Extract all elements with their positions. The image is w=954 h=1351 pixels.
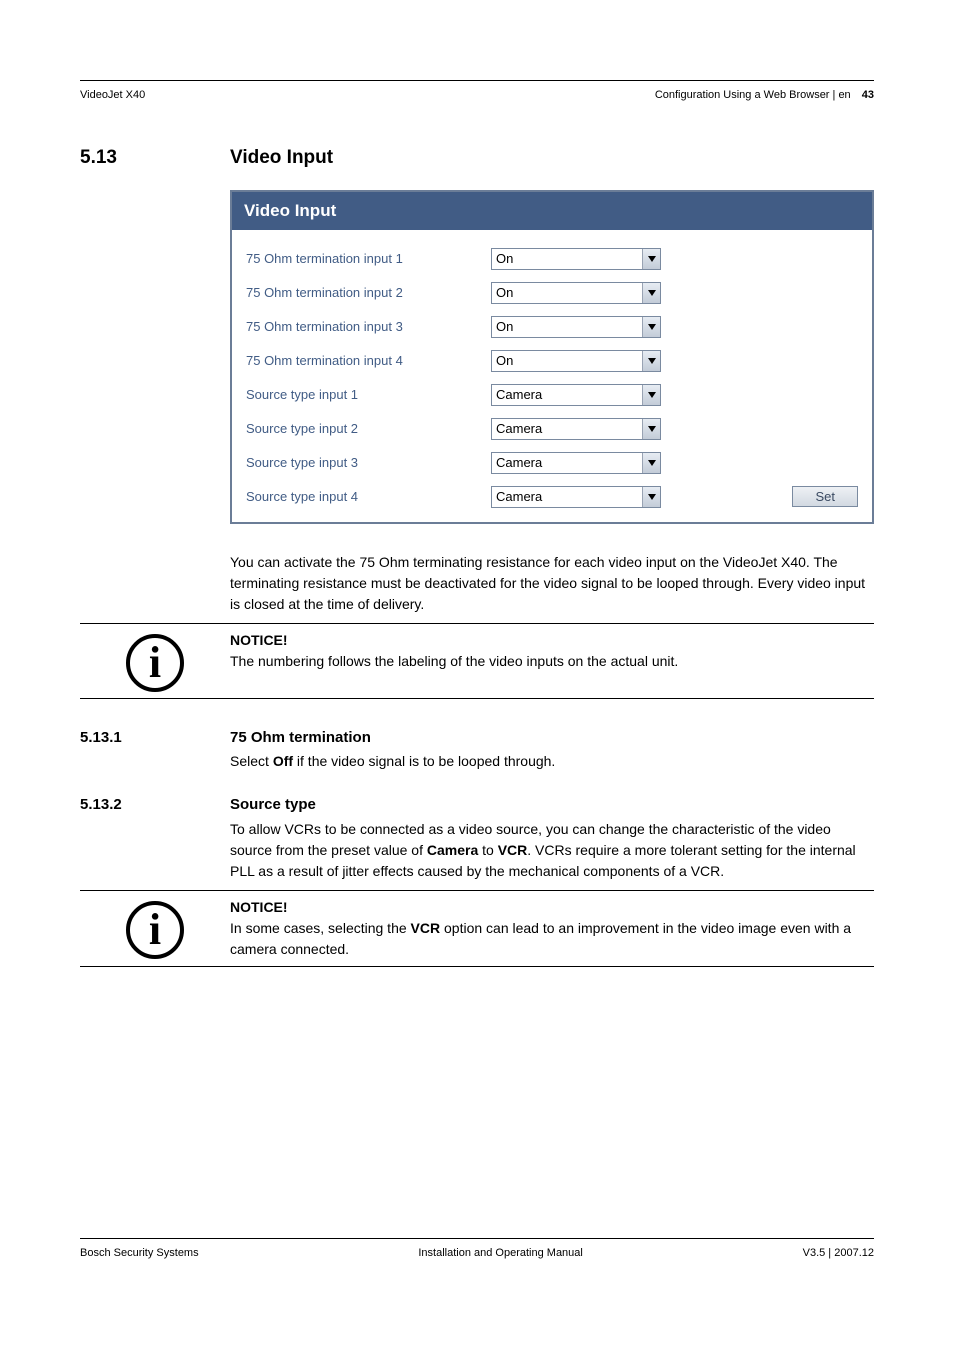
chevron-down-icon[interactable] bbox=[642, 351, 660, 371]
chevron-down-icon[interactable] bbox=[642, 453, 660, 473]
notice-block-1: i NOTICE! The numbering follows the labe… bbox=[80, 630, 874, 699]
dropdown-value: On bbox=[492, 283, 642, 303]
notice-title: NOTICE! bbox=[230, 897, 874, 918]
form-label: 75 Ohm termination input 3 bbox=[246, 317, 491, 337]
info-icon: i bbox=[126, 901, 184, 959]
form-row: Source type input 4Camera Set bbox=[246, 486, 858, 508]
chevron-down-icon[interactable] bbox=[642, 419, 660, 439]
form-row: 75 Ohm termination input 2On bbox=[246, 282, 858, 304]
form-label: Source type input 4 bbox=[246, 487, 491, 507]
subsection-body-1: Select Off if the video signal is to be … bbox=[230, 751, 874, 772]
subsection-title: 75 Ohm termination bbox=[230, 727, 371, 750]
form-row: Source type input 2Camera bbox=[246, 418, 858, 440]
form-row: Source type input 1Camera bbox=[246, 384, 858, 406]
section-number: 5.13 bbox=[80, 144, 230, 173]
form-row: Source type input 3Camera bbox=[246, 452, 858, 474]
dropdown[interactable]: On bbox=[491, 350, 661, 372]
dropdown-value: Camera bbox=[492, 487, 642, 507]
video-input-panel: Video Input 75 Ohm termination input 1On… bbox=[230, 190, 874, 524]
subsection-number: 5.13.1 bbox=[80, 727, 230, 750]
dropdown[interactable]: On bbox=[491, 248, 661, 270]
header-left: VideoJet X40 bbox=[80, 87, 145, 104]
form-label: 75 Ohm termination input 2 bbox=[246, 283, 491, 303]
section-title: Video Input bbox=[230, 144, 333, 173]
subsection-number: 5.13.2 bbox=[80, 794, 230, 817]
dropdown-value: On bbox=[492, 317, 642, 337]
dropdown-value: Camera bbox=[492, 453, 642, 473]
notice-body: The numbering follows the labeling of th… bbox=[230, 651, 874, 672]
chevron-down-icon[interactable] bbox=[642, 283, 660, 303]
dropdown[interactable]: Camera bbox=[491, 486, 661, 508]
header-right: Configuration Using a Web Browser | en 4… bbox=[655, 87, 874, 104]
dropdown[interactable]: Camera bbox=[491, 384, 661, 406]
dropdown[interactable]: On bbox=[491, 282, 661, 304]
dropdown-value: On bbox=[492, 351, 642, 371]
form-label: 75 Ohm termination input 4 bbox=[246, 351, 491, 371]
form-label: Source type input 2 bbox=[246, 419, 491, 439]
set-button[interactable]: Set bbox=[792, 486, 858, 507]
form-row: 75 Ohm termination input 1On bbox=[246, 248, 858, 270]
form-label: Source type input 3 bbox=[246, 453, 491, 473]
form-label: Source type input 1 bbox=[246, 385, 491, 405]
intro-paragraph: You can activate the 75 Ohm terminating … bbox=[230, 552, 874, 615]
form-row: 75 Ohm termination input 3On bbox=[246, 316, 858, 338]
chevron-down-icon[interactable] bbox=[642, 487, 660, 507]
footer-left: Bosch Security Systems bbox=[80, 1245, 199, 1262]
chevron-down-icon[interactable] bbox=[642, 385, 660, 405]
form-label: 75 Ohm termination input 1 bbox=[246, 249, 491, 269]
dropdown[interactable]: On bbox=[491, 316, 661, 338]
form-row: 75 Ohm termination input 4On bbox=[246, 350, 858, 372]
panel-title: Video Input bbox=[232, 192, 872, 230]
footer-right: V3.5 | 2007.12 bbox=[803, 1245, 874, 1262]
footer-center: Installation and Operating Manual bbox=[418, 1245, 583, 1262]
dropdown-value: On bbox=[492, 249, 642, 269]
dropdown-value: Camera bbox=[492, 419, 642, 439]
dropdown[interactable]: Camera bbox=[491, 452, 661, 474]
page-number: 43 bbox=[862, 89, 874, 101]
notice-title: NOTICE! bbox=[230, 630, 874, 651]
chevron-down-icon[interactable] bbox=[642, 317, 660, 337]
dropdown[interactable]: Camera bbox=[491, 418, 661, 440]
notice-block-2: i NOTICE! In some cases, selecting the V… bbox=[80, 897, 874, 967]
subsection-title: Source type bbox=[230, 794, 316, 817]
dropdown-value: Camera bbox=[492, 385, 642, 405]
notice-body: In some cases, selecting the VCR option … bbox=[230, 918, 874, 960]
subsection-body-2: To allow VCRs to be connected as a video… bbox=[230, 819, 874, 882]
chevron-down-icon[interactable] bbox=[642, 249, 660, 269]
info-icon: i bbox=[126, 634, 184, 692]
